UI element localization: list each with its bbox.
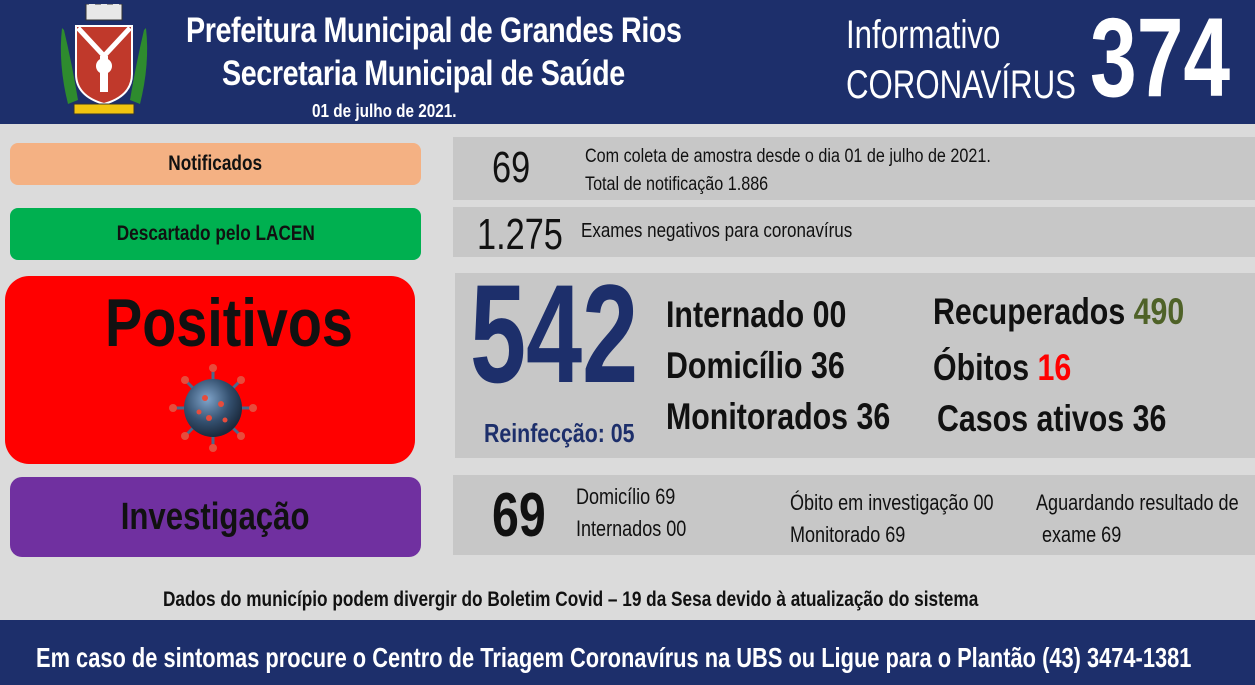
domicilio-stat: Domicílio 36	[666, 345, 845, 387]
internado-stat: Internado 00	[666, 294, 846, 336]
recuperados-label: Recuperados	[933, 291, 1126, 332]
notificados-note-line2: Total de notificação 1.886	[585, 174, 769, 195]
obito-investigacao: Óbito em investigação 00	[790, 490, 994, 515]
casos-ativos-value: 36	[1132, 398, 1167, 439]
obitos-stat: Óbitos 16	[933, 347, 1071, 389]
aguardando-line2: exame 69	[1042, 522, 1122, 547]
descartado-label: Descartado pelo LACEN	[116, 222, 315, 245]
notificados-label: Notificados	[168, 152, 263, 175]
obitos-value: 16	[1037, 347, 1072, 388]
notificados-value: 69	[492, 143, 531, 192]
department-title: Secretaria Municipal de Saúde	[222, 54, 625, 93]
municipality-title: Prefeitura Municipal de Grandes Rios	[186, 11, 682, 50]
domicilio-value: 36	[810, 345, 845, 386]
notificados-note-line1: Com coleta de amostra desde o dia 01 de …	[585, 146, 991, 167]
header-banner: Prefeitura Municipal de Grandes Rios Sec…	[0, 0, 1255, 124]
notificados-panel	[453, 137, 1255, 200]
positivos-badge: Positivos	[5, 276, 415, 464]
reinfeccao-text: Reinfecção: 05	[484, 418, 635, 448]
positivos-label: Positivos	[105, 285, 353, 361]
investigacao-domicilio: Domicílio 69	[576, 484, 676, 509]
informativo-label: Informativo	[846, 13, 1001, 57]
investigacao-monitorado: Monitorado 69	[790, 522, 906, 547]
positivos-value: 542	[470, 255, 639, 412]
monitorados-value: 36	[856, 396, 891, 437]
investigacao-label: Investigação	[121, 495, 310, 538]
footer-contact-text: Em caso de sintomas procure o Centro de …	[36, 642, 1192, 673]
descartado-badge: Descartado pelo LACEN	[10, 208, 421, 260]
disclaimer-text: Dados do município podem divergir do Bol…	[163, 588, 979, 611]
investigacao-panel	[453, 475, 1255, 555]
monitorados-label: Monitorados	[666, 396, 849, 437]
domicilio-label: Domicílio	[666, 345, 803, 386]
casos-ativos-stat: Casos ativos 36	[937, 398, 1166, 440]
descartado-note: Exames negativos para coronavírus	[581, 220, 853, 242]
descartado-panel	[453, 207, 1255, 257]
recuperados-value: 490	[1133, 291, 1185, 332]
bulletin-date: 01 de julho de 2021.	[312, 101, 457, 121]
aguardando-line1: Aguardando resultado de	[1036, 490, 1239, 515]
investigacao-value: 69	[492, 481, 546, 550]
monitorados-stat: Monitorados 36	[666, 396, 890, 438]
coronavirus-label: CORONAVÍRUS	[846, 63, 1076, 107]
notificados-badge: Notificados	[10, 143, 421, 185]
descartado-value: 1.275	[477, 210, 563, 259]
coronavirus-icon	[169, 364, 257, 452]
obitos-label: Óbitos	[933, 347, 1030, 388]
recuperados-stat: Recuperados 490	[933, 291, 1184, 333]
internado-label: Internado	[666, 294, 805, 335]
bulletin-number: 374	[1090, 0, 1231, 120]
casos-ativos-label: Casos ativos	[937, 398, 1125, 439]
footer-banner: Em caso de sintomas procure o Centro de …	[0, 620, 1255, 685]
positivos-panel	[455, 273, 1255, 458]
municipal-coat-of-arms-icon	[60, 4, 148, 115]
internado-value: 00	[812, 294, 847, 335]
investigacao-internados: Internados 00	[576, 516, 687, 541]
investigacao-badge: Investigação	[10, 477, 421, 557]
